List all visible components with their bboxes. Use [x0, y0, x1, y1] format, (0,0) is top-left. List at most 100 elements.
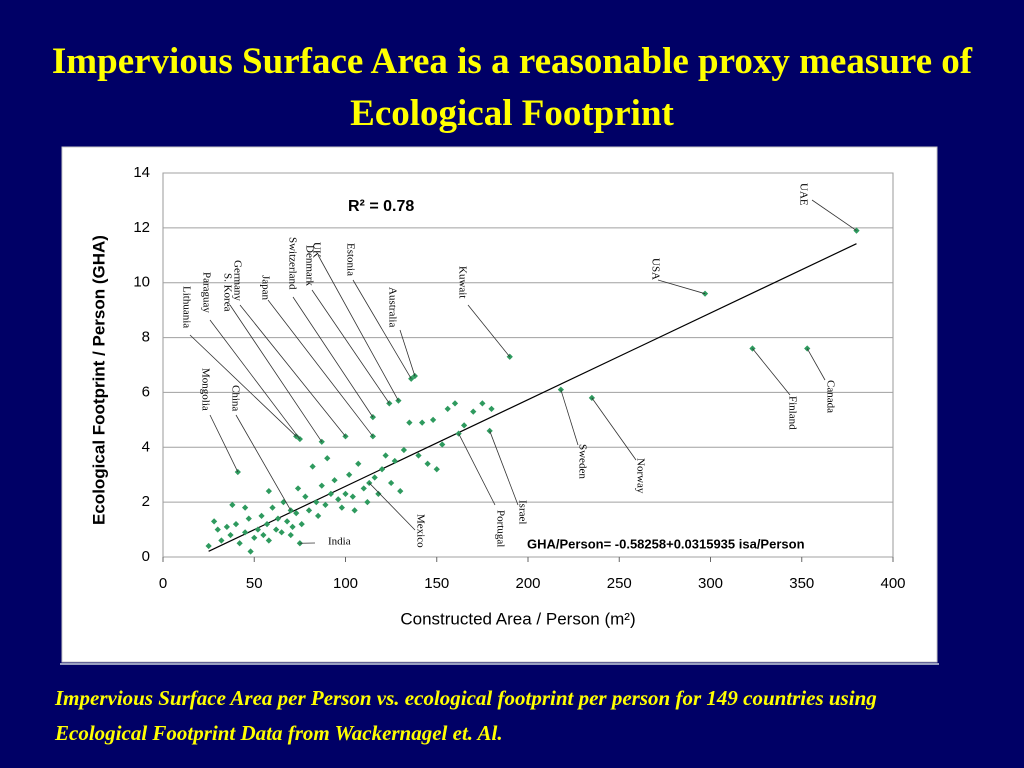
point: [229, 501, 236, 508]
annotation: Mongolia: [199, 368, 211, 411]
point: [360, 485, 367, 492]
y-axis-label: Ecological Footprint / Person (GHA): [89, 235, 108, 525]
y-tick-label: 4: [142, 438, 150, 455]
x-tick-label: 400: [880, 575, 905, 592]
point: [451, 400, 459, 407]
leader-line: [368, 482, 416, 531]
point: [424, 460, 431, 467]
point: [461, 422, 468, 429]
annotation: Mexico: [414, 514, 426, 548]
trendline-equation: GHA/Person= -0.58258+0.0315935 isa/Perso…: [527, 536, 805, 551]
point: [318, 482, 325, 489]
annotation: Switzerland: [286, 237, 298, 290]
annotation: Paraguay: [200, 272, 212, 313]
leader-line: [267, 299, 374, 437]
slide-title: Impervious Surface Area is a reasonable …: [51, 41, 973, 134]
point: [335, 496, 342, 503]
leader-line: [458, 433, 496, 506]
x-tick-label: 300: [698, 575, 723, 592]
point: [439, 441, 446, 448]
point: [265, 488, 272, 495]
x-tick-label: 100: [333, 575, 358, 592]
point: [419, 419, 426, 426]
x-axis-label: Constructed Area / Person (m²): [400, 609, 635, 628]
point: [479, 400, 486, 407]
leader-line: [235, 414, 292, 511]
y-tick-label: 6: [142, 383, 150, 400]
leader-line: [209, 319, 301, 440]
r-squared: R² = 0.78: [348, 198, 414, 215]
point: [327, 490, 335, 498]
point: [395, 397, 402, 404]
point: [265, 537, 272, 544]
annotation: Japan: [259, 275, 271, 301]
point: [444, 405, 451, 412]
annotation: Portugal: [494, 510, 506, 547]
point: [294, 485, 302, 492]
plot-area: [162, 172, 894, 558]
y-tick-label: 0: [142, 548, 150, 565]
leader-line: [209, 414, 239, 473]
x-tick-label: 50: [246, 575, 263, 592]
caption: Impervious Surface Area per Person vs. e…: [55, 686, 877, 745]
point: [406, 419, 413, 426]
point: [429, 416, 437, 423]
point: [351, 507, 358, 514]
annotation: S. Korea: [221, 273, 233, 312]
point: [305, 507, 313, 514]
leader-line: [489, 430, 519, 506]
point: [397, 488, 404, 495]
point: [210, 518, 218, 525]
annotation: China: [229, 385, 241, 411]
point: [313, 499, 320, 506]
x-tick-label: 250: [607, 575, 632, 592]
annotation: USA: [649, 258, 661, 280]
point: [309, 463, 316, 470]
point: [269, 504, 276, 511]
x-tick-label: 150: [424, 575, 449, 592]
point: [378, 466, 386, 473]
point: [382, 452, 389, 459]
leader-line: [292, 296, 374, 418]
leader-line: [352, 279, 412, 379]
leader-line: [591, 397, 637, 461]
y-tick-label: 14: [133, 164, 150, 181]
annotation: Norway: [634, 458, 646, 494]
annotation: Israel: [516, 500, 528, 524]
y-tick-label: 2: [142, 493, 150, 510]
point: [375, 490, 382, 498]
leader-line: [317, 254, 399, 401]
leader-line: [806, 348, 826, 381]
annotation: Germany: [231, 260, 243, 301]
leader-line: [311, 289, 390, 404]
point: [287, 531, 294, 539]
point: [247, 548, 254, 555]
x-tick-label: 0: [159, 575, 167, 592]
point: [488, 405, 495, 412]
leader-line: [467, 304, 511, 358]
point: [331, 477, 338, 484]
x-tick-label: 200: [515, 575, 540, 592]
point: [364, 499, 371, 506]
annotation: Lithuania: [180, 286, 192, 328]
point: [260, 531, 267, 539]
annotation: Estonia: [344, 243, 356, 276]
annotation: Australia: [386, 287, 398, 327]
leader-line: [752, 348, 791, 396]
point: [346, 471, 353, 478]
leader-line: [811, 199, 857, 231]
annotation: UK: [310, 242, 322, 258]
y-tick-label: 10: [133, 274, 150, 291]
point: [223, 523, 230, 530]
annotation: Finland: [786, 396, 798, 430]
point: [349, 493, 356, 500]
annotation: Canada: [824, 380, 836, 413]
point: [322, 501, 329, 508]
point: [470, 408, 477, 415]
y-tick-label: 12: [133, 219, 150, 236]
point: [386, 400, 393, 407]
y-tick-label: 8: [142, 329, 150, 346]
